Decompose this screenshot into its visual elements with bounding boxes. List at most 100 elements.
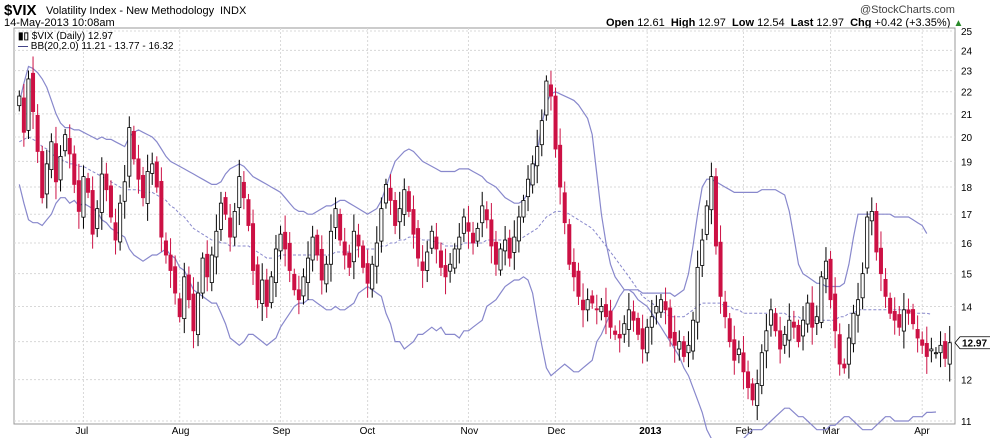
y-tick-label: 25: [961, 27, 973, 38]
candle-body: [553, 95, 558, 150]
plot-frame: [13, 27, 956, 425]
candle-body: [35, 114, 40, 152]
axis-badge-lower-label: 11.21: [962, 0, 987, 3]
candle-body: [626, 309, 631, 330]
candle-body: [269, 276, 274, 304]
candle-body: [448, 263, 453, 272]
candle-body: [791, 321, 796, 328]
candle-body: [704, 205, 709, 235]
candle-body: [209, 254, 214, 283]
candle-body: [342, 241, 347, 256]
chart-instrument-name: Volatility Index - New Methodology: [46, 5, 215, 17]
candle-body: [498, 248, 503, 271]
candle-body: [76, 180, 81, 212]
last-label: Last: [790, 17, 814, 29]
low-label: Low: [732, 17, 755, 29]
candle-body: [869, 211, 874, 222]
candle-body: [613, 330, 618, 335]
candle-body: [691, 319, 696, 352]
candle-body: [617, 333, 622, 339]
candle-body: [695, 266, 700, 323]
candle-body: [484, 209, 489, 221]
candle-body: [416, 228, 421, 259]
candle-body: [819, 276, 824, 323]
candle-body: [246, 199, 251, 226]
candle-body: [759, 352, 764, 386]
candle-body: [177, 298, 182, 318]
bb-upper-line: [18, 65, 928, 298]
copyright-notice[interactable]: @StockCharts.com: [860, 4, 955, 16]
candle-body: [90, 190, 95, 235]
open-value: 12.61: [637, 17, 665, 29]
candle-body: [663, 301, 668, 311]
candle-body: [429, 230, 434, 249]
candle-body: [127, 127, 132, 177]
candle-body: [122, 181, 127, 202]
candle-body: [645, 326, 650, 354]
candle-body: [883, 278, 888, 297]
candle-body: [938, 344, 943, 354]
up-arrow-icon: ▲: [953, 18, 964, 29]
candle-body: [507, 237, 512, 259]
candle-body: [842, 363, 847, 369]
candle-body: [53, 143, 58, 183]
candle-body: [411, 209, 416, 235]
candle-body: [924, 343, 929, 357]
candle-body: [911, 309, 916, 325]
candle-body: [40, 151, 45, 199]
candle-body: [228, 217, 233, 238]
candle-body: [86, 178, 91, 193]
candle-body: [351, 230, 356, 263]
high-label: High: [670, 17, 696, 29]
candle-body: [567, 224, 572, 265]
legend-vix-text: $VIX (Daily) 12.97: [31, 31, 113, 42]
y-tick-label: 20: [961, 133, 973, 144]
candle-body: [782, 333, 787, 346]
candle-body: [558, 144, 563, 188]
ohlc-readout: Open 12.61 High 12.97 Low 12.54 Last 12.…: [606, 17, 963, 29]
candle-body: [310, 236, 315, 261]
x-tick-label: Sep: [273, 426, 291, 437]
candle-body: [746, 371, 751, 389]
candle-body: [668, 307, 673, 339]
candle-body: [856, 299, 861, 316]
candle-body: [681, 341, 686, 357]
candle-body: [63, 134, 68, 152]
x-tick-label: Dec: [548, 426, 566, 437]
candle-body: [315, 234, 320, 256]
candle-body: [347, 252, 352, 268]
candle-body: [420, 261, 425, 271]
candle-body: [764, 330, 769, 352]
candle-body: [640, 328, 645, 350]
y-tick-label: 15: [961, 270, 973, 281]
candle-body: [475, 227, 480, 242]
candle-body: [214, 230, 219, 258]
candle-body: [530, 163, 535, 186]
candle-body: [251, 223, 256, 271]
candle-body: [658, 299, 663, 313]
y-tick-label: 23: [961, 67, 973, 78]
candle-body: [741, 352, 746, 373]
candle-body: [906, 309, 911, 314]
candle-body: [892, 310, 897, 321]
candle-body: [425, 251, 430, 271]
candle-body: [581, 299, 586, 311]
candle-body: [686, 344, 691, 354]
y-tick-label: 16: [961, 239, 973, 250]
candle-body: [526, 178, 531, 198]
candle-body: [356, 234, 361, 247]
x-tick-label: 2013: [639, 426, 662, 437]
candle-body: [255, 264, 260, 301]
candle-body: [150, 163, 155, 174]
candle-body: [755, 383, 760, 407]
axis-badge-upper-label: 16.32: [962, 0, 987, 3]
candle-body: [901, 309, 906, 332]
candle-body: [860, 273, 865, 299]
candle-body: [603, 304, 608, 318]
candle-body: [915, 329, 920, 339]
candle-body: [333, 208, 338, 228]
x-tick-label: Oct: [360, 426, 376, 437]
y-tick-label: 11: [961, 417, 972, 428]
candle-body: [402, 189, 407, 215]
candle-body: [296, 289, 301, 301]
